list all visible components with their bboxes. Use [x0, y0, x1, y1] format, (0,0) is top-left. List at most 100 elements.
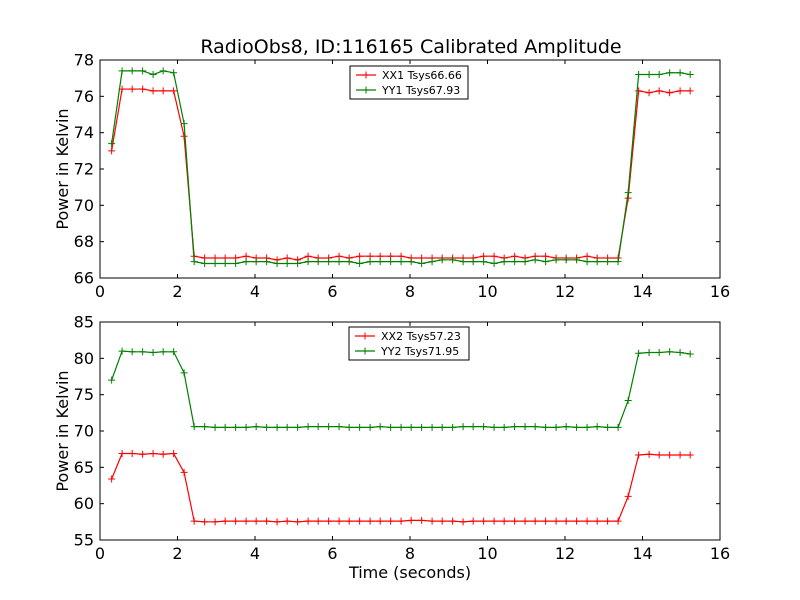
- data-point: [428, 258, 436, 266]
- data-point: [128, 450, 136, 458]
- chart-title: RadioObs8, ID:116165 Calibrated Amplitud…: [200, 36, 621, 58]
- data-point: [108, 140, 116, 148]
- legend-marker: [361, 347, 369, 355]
- data-point: [387, 423, 395, 431]
- data-point: [418, 423, 426, 431]
- data-point: [263, 258, 271, 266]
- x-tick-label: 2: [172, 282, 182, 301]
- x-tick-label: 12: [555, 544, 575, 563]
- data-point: [345, 517, 353, 525]
- x-tick-label: 8: [405, 544, 415, 563]
- data-point: [645, 71, 653, 79]
- data-point: [283, 517, 291, 525]
- data-point: [635, 71, 643, 79]
- data-point: [242, 258, 250, 266]
- data-point: [521, 258, 529, 266]
- y-tick-label: 72: [74, 160, 94, 179]
- data-point: [170, 87, 178, 95]
- data-point: [624, 396, 632, 404]
- data-point: [500, 423, 508, 431]
- data-point: [118, 347, 126, 355]
- data-point: [314, 517, 322, 525]
- data-point: [542, 258, 550, 266]
- data-point: [273, 518, 281, 526]
- data-point: [562, 423, 570, 431]
- y-axis-label: Power in Kelvin: [53, 370, 72, 491]
- data-point: [118, 450, 126, 458]
- data-point: [666, 348, 674, 356]
- data-point: [604, 517, 612, 525]
- data-point: [335, 517, 343, 525]
- data-point: [149, 87, 157, 95]
- data-point: [511, 258, 519, 266]
- data-point: [521, 423, 529, 431]
- x-tick-label: 14: [632, 282, 652, 301]
- data-point: [304, 517, 312, 525]
- data-point: [159, 67, 167, 75]
- series-line-2: [111, 70, 691, 265]
- data-point: [304, 258, 312, 266]
- data-point: [614, 258, 622, 266]
- data-point: [190, 517, 198, 525]
- data-point: [635, 349, 643, 357]
- data-point: [294, 259, 302, 267]
- legend-marker: [361, 332, 369, 340]
- data-point: [128, 348, 136, 356]
- y-tick-label: 85: [74, 313, 94, 332]
- data-point: [490, 423, 498, 431]
- data-point: [511, 423, 519, 431]
- data-point: [562, 517, 570, 525]
- x-tick-label: 6: [327, 544, 337, 563]
- y-axis-label: Power in Kelvin: [53, 108, 72, 229]
- data-point: [273, 423, 281, 431]
- data-point: [449, 517, 457, 525]
- data-point: [397, 258, 405, 266]
- x-tick-label: 14: [632, 544, 652, 563]
- y-tick-label: 65: [74, 458, 94, 477]
- data-point: [273, 259, 281, 267]
- data-point: [325, 517, 333, 525]
- x-tick-label: 0: [95, 282, 105, 301]
- data-point: [139, 67, 147, 75]
- data-point: [676, 349, 684, 357]
- data-point: [128, 67, 136, 75]
- data-point: [583, 517, 591, 525]
- data-point: [139, 85, 147, 93]
- data-point: [128, 85, 136, 93]
- data-point: [108, 147, 116, 155]
- y-tick-label: 74: [74, 123, 94, 142]
- data-point: [459, 518, 467, 526]
- x-tick-label: 6: [327, 282, 337, 301]
- data-point: [159, 87, 167, 95]
- data-point: [531, 517, 539, 525]
- data-point: [593, 517, 601, 525]
- data-point: [542, 423, 550, 431]
- data-point: [252, 258, 260, 266]
- data-point: [170, 450, 178, 458]
- data-point: [583, 258, 591, 266]
- data-point: [418, 516, 426, 524]
- data-point: [666, 89, 674, 97]
- data-point: [149, 349, 157, 357]
- data-point: [149, 450, 157, 458]
- data-point: [552, 517, 560, 525]
- data-point: [500, 258, 508, 266]
- data-point: [407, 423, 415, 431]
- data-point: [108, 376, 116, 384]
- data-point: [480, 423, 488, 431]
- data-point: [335, 258, 343, 266]
- data-point: [139, 450, 147, 458]
- data-point: [356, 517, 364, 525]
- data-point: [201, 518, 209, 526]
- data-point: [676, 87, 684, 95]
- data-point: [294, 423, 302, 431]
- data-point: [655, 451, 663, 459]
- data-point: [480, 517, 488, 525]
- legend-marker: [362, 71, 370, 79]
- data-point: [511, 517, 519, 525]
- data-point: [531, 423, 539, 431]
- y-tick-label: 70: [74, 196, 94, 215]
- series-line-1: [111, 452, 691, 523]
- data-point: [614, 423, 622, 431]
- data-point: [449, 423, 457, 431]
